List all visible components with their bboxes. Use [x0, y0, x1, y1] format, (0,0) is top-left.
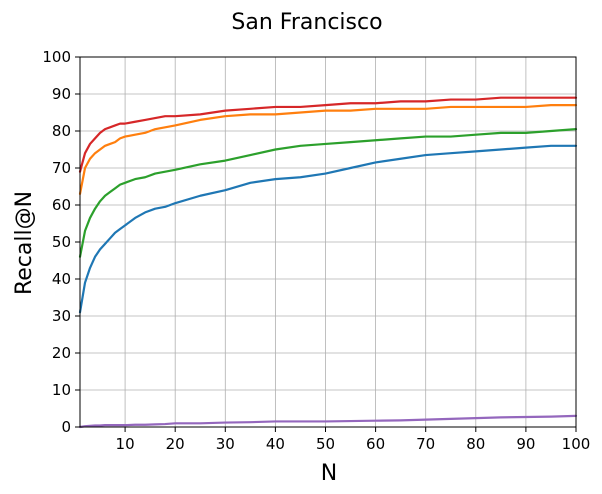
x-axis: 10 20 30 40 50 60 70 80 90 100 — [116, 427, 591, 453]
x-tick-label: 20 — [166, 435, 185, 453]
series-line-3 — [78, 104, 578, 195]
x-tick-label: 100 — [562, 435, 591, 453]
x-axis-title: N — [321, 461, 337, 486]
y-tick-label: 100 — [42, 48, 71, 66]
series-line-5 — [78, 414, 578, 429]
x-tick-label: 60 — [366, 435, 385, 453]
grid — [80, 56, 577, 428]
y-tick-label: 0 — [61, 418, 71, 436]
x-tick-label: 90 — [516, 435, 535, 453]
y-axis-title: Recall@N — [12, 191, 37, 295]
x-tick-label: 50 — [316, 435, 335, 453]
series-group — [78, 96, 578, 429]
x-tick-label: 40 — [266, 435, 285, 453]
y-tick-label: 90 — [52, 85, 71, 103]
y-tick-label: 50 — [52, 233, 71, 251]
series-line-1 — [78, 144, 578, 314]
chart-title: San Francisco — [231, 10, 382, 35]
y-tick-label: 70 — [52, 159, 71, 177]
y-tick-label: 20 — [52, 344, 71, 362]
x-tick-label: 10 — [116, 435, 135, 453]
y-tick-label: 40 — [52, 270, 71, 288]
y-tick-label: 80 — [52, 122, 71, 140]
y-tick-label: 60 — [52, 196, 71, 214]
series-line-2 — [78, 128, 578, 258]
y-tick-label: 10 — [52, 381, 71, 399]
y-tick-label: 30 — [52, 307, 71, 325]
x-tick-label: 70 — [416, 435, 435, 453]
series-line-4 — [78, 96, 578, 173]
x-tick-label: 80 — [466, 435, 485, 453]
x-tick-label: 30 — [216, 435, 235, 453]
y-axis: 0 10 20 30 40 50 60 70 80 90 100 — [42, 48, 80, 436]
